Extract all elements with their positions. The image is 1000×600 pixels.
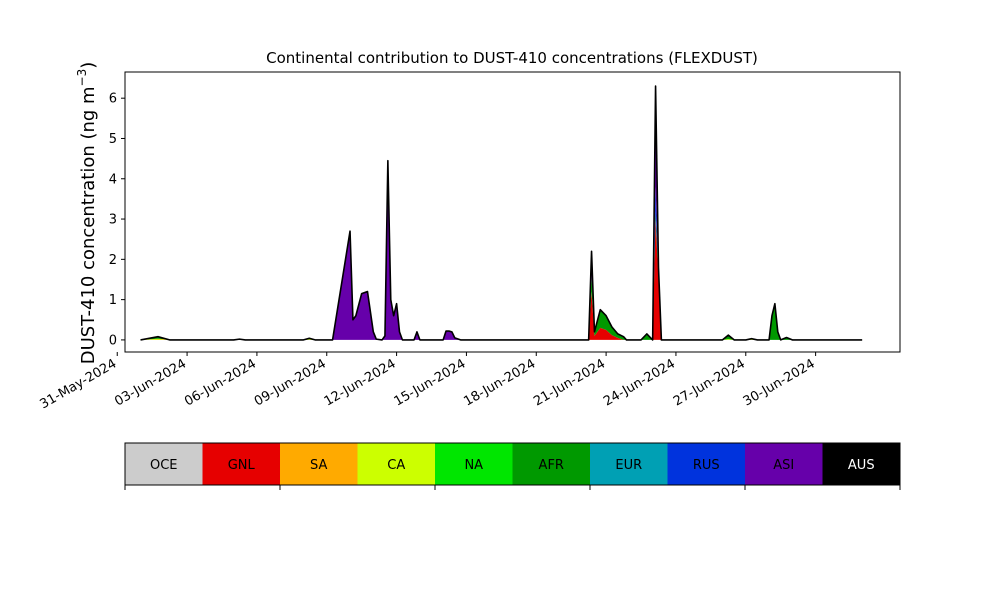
y-tick-label: 4 — [109, 172, 117, 187]
legend-swatch-na — [435, 443, 513, 485]
legend-label-rus: RUS — [693, 458, 720, 473]
chart-title: Continental contribution to DUST-410 con… — [266, 49, 758, 67]
y-axis-label-main: DUST-410 concentration (ng m — [78, 86, 99, 364]
total-concentration-line — [140, 85, 863, 341]
legend-swatch-asi — [745, 443, 823, 485]
y-axis-label-superscript: −3 — [75, 69, 89, 87]
legend-label-oce: OCE — [150, 458, 178, 473]
legend-label-afr: AFR — [539, 458, 564, 473]
legend-swatch-aus — [822, 443, 901, 485]
legend-swatch-sa — [280, 443, 358, 485]
legend-label-sa: SA — [310, 458, 327, 473]
y-tick-label: 5 — [109, 132, 117, 147]
legend-label-na: NA — [464, 458, 483, 473]
legend-frame — [124, 442, 901, 486]
legend-swatch-eur — [590, 443, 668, 485]
legend-swatch-rus — [667, 443, 746, 485]
legend-swatch-oce — [125, 443, 203, 485]
y-axis-label: DUST-410 concentration (ng m−3) — [75, 62, 99, 365]
y-tick-label: 3 — [109, 213, 117, 228]
legend-label-asi: ASI — [773, 458, 794, 473]
legend-swatch-afr — [512, 443, 591, 485]
plot-frame — [124, 71, 901, 353]
legend-label-eur: EUR — [615, 458, 642, 473]
legend-label-ca: CA — [387, 458, 405, 473]
y-tick-label: 2 — [109, 253, 117, 268]
y-tick-label: 0 — [109, 333, 117, 348]
legend-colorbar: OCE GNL SA CA NA AFR EUR RUS ASI AUS — [124, 442, 901, 490]
legend-swatch-ca — [357, 443, 436, 485]
y-tick-label: 1 — [109, 293, 117, 308]
legend-label-aus: AUS — [848, 458, 875, 473]
y-axis-label-close: ) — [78, 62, 99, 69]
y-tick-label: 6 — [109, 92, 117, 107]
legend-swatch-gnl — [202, 443, 281, 485]
y-axis: 0 1 2 3 4 5 6 — [109, 92, 125, 348]
legend-label-gnl: GNL — [228, 458, 256, 473]
total-outline — [140, 85, 863, 341]
